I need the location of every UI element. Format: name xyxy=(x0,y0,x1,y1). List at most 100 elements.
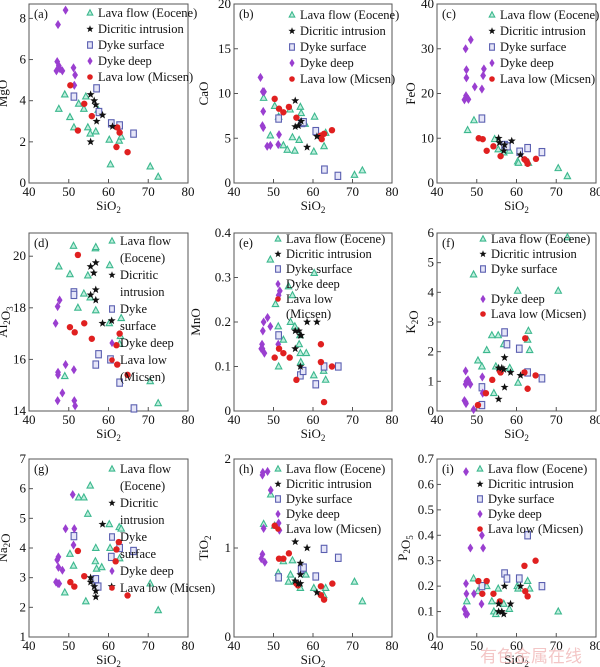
point-dioritic xyxy=(294,121,303,130)
point-lava-flow xyxy=(473,586,483,595)
point-lava-flow xyxy=(274,361,283,370)
point-lava-flow xyxy=(270,101,279,109)
point-dyke-deep xyxy=(463,399,469,409)
point-dioritic xyxy=(291,122,300,131)
panel-h: 40 50 60 70 80 0 1 2 SiO2 TiO2 (h) Lava flow (Eocen… xyxy=(196,451,399,667)
legend-marker-dioritic xyxy=(86,25,94,33)
point-lava-flow xyxy=(154,605,163,614)
point-dyke-deep xyxy=(260,106,267,116)
legend-marker-dioritic xyxy=(488,27,496,35)
legend-label: Dyke deep xyxy=(500,56,554,70)
point-dyke-deep xyxy=(72,70,79,80)
point-dyke-deep xyxy=(480,71,487,81)
point-lava-flow xyxy=(284,577,293,585)
point-dyke-deep xyxy=(276,286,283,296)
y-tick-label: 1 xyxy=(225,540,232,555)
point-dioritic xyxy=(98,110,107,119)
legend-marker-lava-flow xyxy=(274,234,282,242)
point-lava-flow xyxy=(105,260,114,269)
legend-marker-dyke-surface xyxy=(87,41,93,49)
point-lava-low xyxy=(113,546,120,553)
legend-marker-dyke-deep xyxy=(109,338,115,348)
point-lava-low xyxy=(67,82,74,89)
y-tick-label: 0 xyxy=(428,175,435,190)
x-tick-label: 60 xyxy=(102,638,115,653)
point-lava-flow xyxy=(350,577,359,585)
point-lava-low xyxy=(71,583,78,590)
point-dioritic xyxy=(303,317,312,326)
legend-marker-dyke-deep xyxy=(477,509,483,519)
point-lava-flow xyxy=(301,569,311,578)
legend-marker-dyke-surface xyxy=(275,495,281,503)
point-lava-low xyxy=(66,323,74,331)
x-tick-label: 40 xyxy=(431,638,444,653)
point-dioritic xyxy=(98,319,107,327)
point-lava-low xyxy=(293,114,300,121)
point-dioritic xyxy=(494,599,503,608)
y-axis-label: TiO2 xyxy=(196,536,213,561)
legend-label: Dicritic intrusion xyxy=(286,477,372,491)
point-lava-low xyxy=(482,390,490,397)
point-lava-flow xyxy=(283,145,292,153)
point-lava-low xyxy=(114,361,121,368)
point-dioritic xyxy=(494,134,503,142)
point-lava-flow xyxy=(54,104,63,112)
panel-f: 40 50 60 70 80 0 1 2 3 4 5 6 SiO2 K2O (f) Lava flow (Eo… xyxy=(403,225,600,443)
point-dioritic xyxy=(297,331,306,339)
point-dyke-deep xyxy=(257,72,264,82)
point-lava-low xyxy=(320,130,328,137)
panel-b: 40 50 60 70 80 0 5 10 15 20 SiO2 CaO (b) Lava flow (E… xyxy=(196,0,399,215)
point-dyke-surface xyxy=(320,544,328,554)
y-tick-label: 0 xyxy=(428,629,435,644)
y-tick-label: 30 xyxy=(421,41,434,56)
point-dyke-deep xyxy=(267,140,274,150)
legend-marker-dyke-deep xyxy=(480,294,486,304)
point-lava-flow xyxy=(60,371,69,380)
x-tick-label: 40 xyxy=(431,412,444,427)
legend-label: surface xyxy=(120,319,157,333)
point-lava-flow xyxy=(494,583,503,592)
point-lava-flow xyxy=(310,112,319,120)
x-axis-label: SiO2 xyxy=(504,426,529,443)
legend-marker-dioritic xyxy=(108,499,116,507)
y-tick-label: 0.1 xyxy=(215,359,231,374)
panel-label: (b) xyxy=(239,7,254,21)
point-dyke-deep xyxy=(264,312,271,323)
point-lava-flow xyxy=(514,158,523,166)
point-lava-flow xyxy=(146,578,155,587)
legend: Lava flow (Eocene) Dicritic intrusion Dyke… xyxy=(288,8,399,86)
point-dioritic xyxy=(494,607,503,615)
point-lava-low xyxy=(280,349,287,357)
legend-label: Dyke deep xyxy=(286,277,340,291)
point-lava-flow xyxy=(91,543,100,551)
point-dyke-surface xyxy=(524,531,531,540)
point-dyke-deep xyxy=(267,485,274,495)
point-dyke-deep xyxy=(72,401,79,411)
watermark: 有色金属在线 xyxy=(480,647,582,667)
point-lava-flow xyxy=(487,596,496,605)
y-tick-label: 0 xyxy=(20,175,27,190)
point-lava-low xyxy=(74,127,82,134)
point-lava-flow xyxy=(302,348,311,357)
point-dyke-surface xyxy=(334,553,342,562)
legend-marker-dyke-deep xyxy=(109,566,115,576)
point-dioritic xyxy=(107,316,116,325)
point-lava-low xyxy=(524,385,531,392)
legend-marker-lava-low xyxy=(109,357,115,363)
legend-marker-dyke-surface xyxy=(489,43,495,51)
y-tick-label: 1 xyxy=(428,373,435,388)
panel-label: (h) xyxy=(239,462,254,476)
point-lava-low xyxy=(522,335,529,342)
point-dioritic xyxy=(291,576,300,585)
point-dyke-deep xyxy=(52,318,59,328)
point-dyke-deep xyxy=(480,64,487,74)
point-dyke-deep xyxy=(463,589,470,599)
point-dyke-surface xyxy=(300,563,307,572)
point-dyke-deep xyxy=(462,44,469,54)
legend-label: Lava flow (Eocene) xyxy=(286,462,385,476)
point-dyke-deep xyxy=(463,467,469,477)
point-dyke-surface xyxy=(107,552,115,562)
x-tick-label: 70 xyxy=(346,638,359,653)
point-dyke-surface xyxy=(312,572,320,581)
